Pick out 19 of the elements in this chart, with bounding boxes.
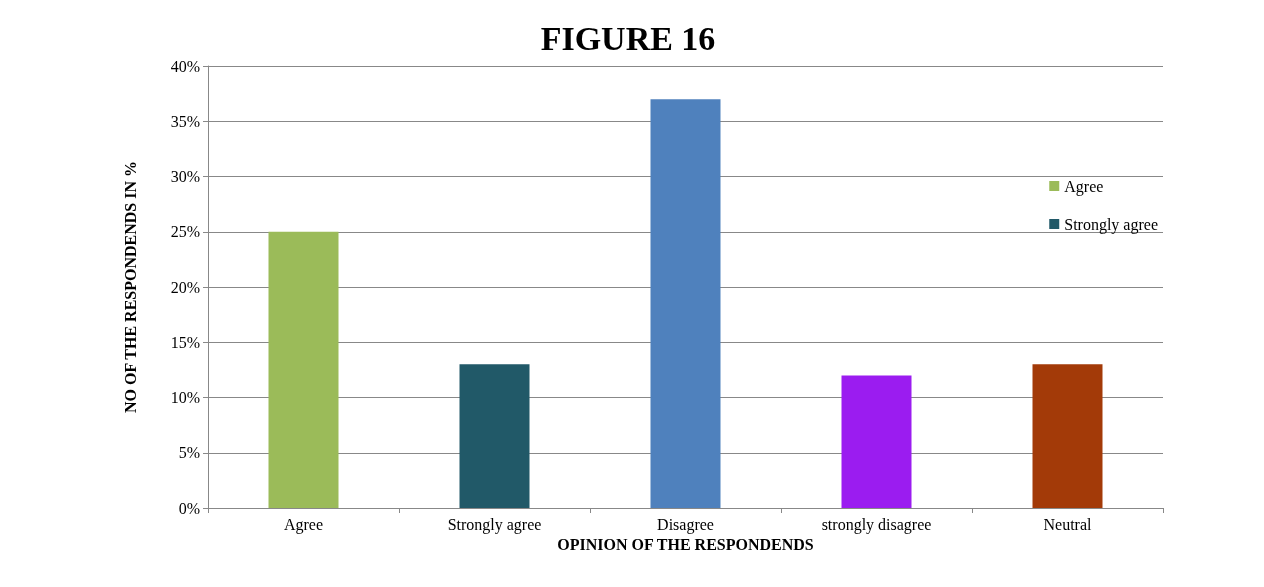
y-tick-label: 20% bbox=[170, 278, 200, 296]
y-axis-title: NO OF THE RESPONDENDS IN % bbox=[121, 160, 139, 414]
x-axis-title: OPINION OF THE RESPONDENDS bbox=[557, 536, 814, 554]
y-tick-label: 30% bbox=[170, 168, 200, 185]
y-tick-label: 35% bbox=[170, 112, 200, 130]
x-tick-label: Strongly agree bbox=[447, 515, 542, 534]
chart-title: FIGURE 16 bbox=[540, 19, 716, 57]
x-tick-label: Disagree bbox=[657, 515, 714, 534]
y-tick-label: 40% bbox=[170, 57, 200, 75]
y-tick-label: 0% bbox=[178, 499, 200, 517]
x-tick-label: Agree bbox=[283, 515, 324, 534]
y-tick-label: 10% bbox=[170, 389, 200, 406]
y-tick-label: 25% bbox=[170, 223, 200, 241]
legend-label: Agree bbox=[1064, 177, 1104, 196]
x-tick-label: Neutral bbox=[1043, 515, 1093, 533]
y-tick-label: 5% bbox=[178, 444, 200, 462]
x-tick-label: strongly disagree bbox=[821, 515, 932, 534]
y-tick-label: 15% bbox=[170, 333, 200, 351]
legend-label: Strongly agree bbox=[1064, 215, 1158, 234]
